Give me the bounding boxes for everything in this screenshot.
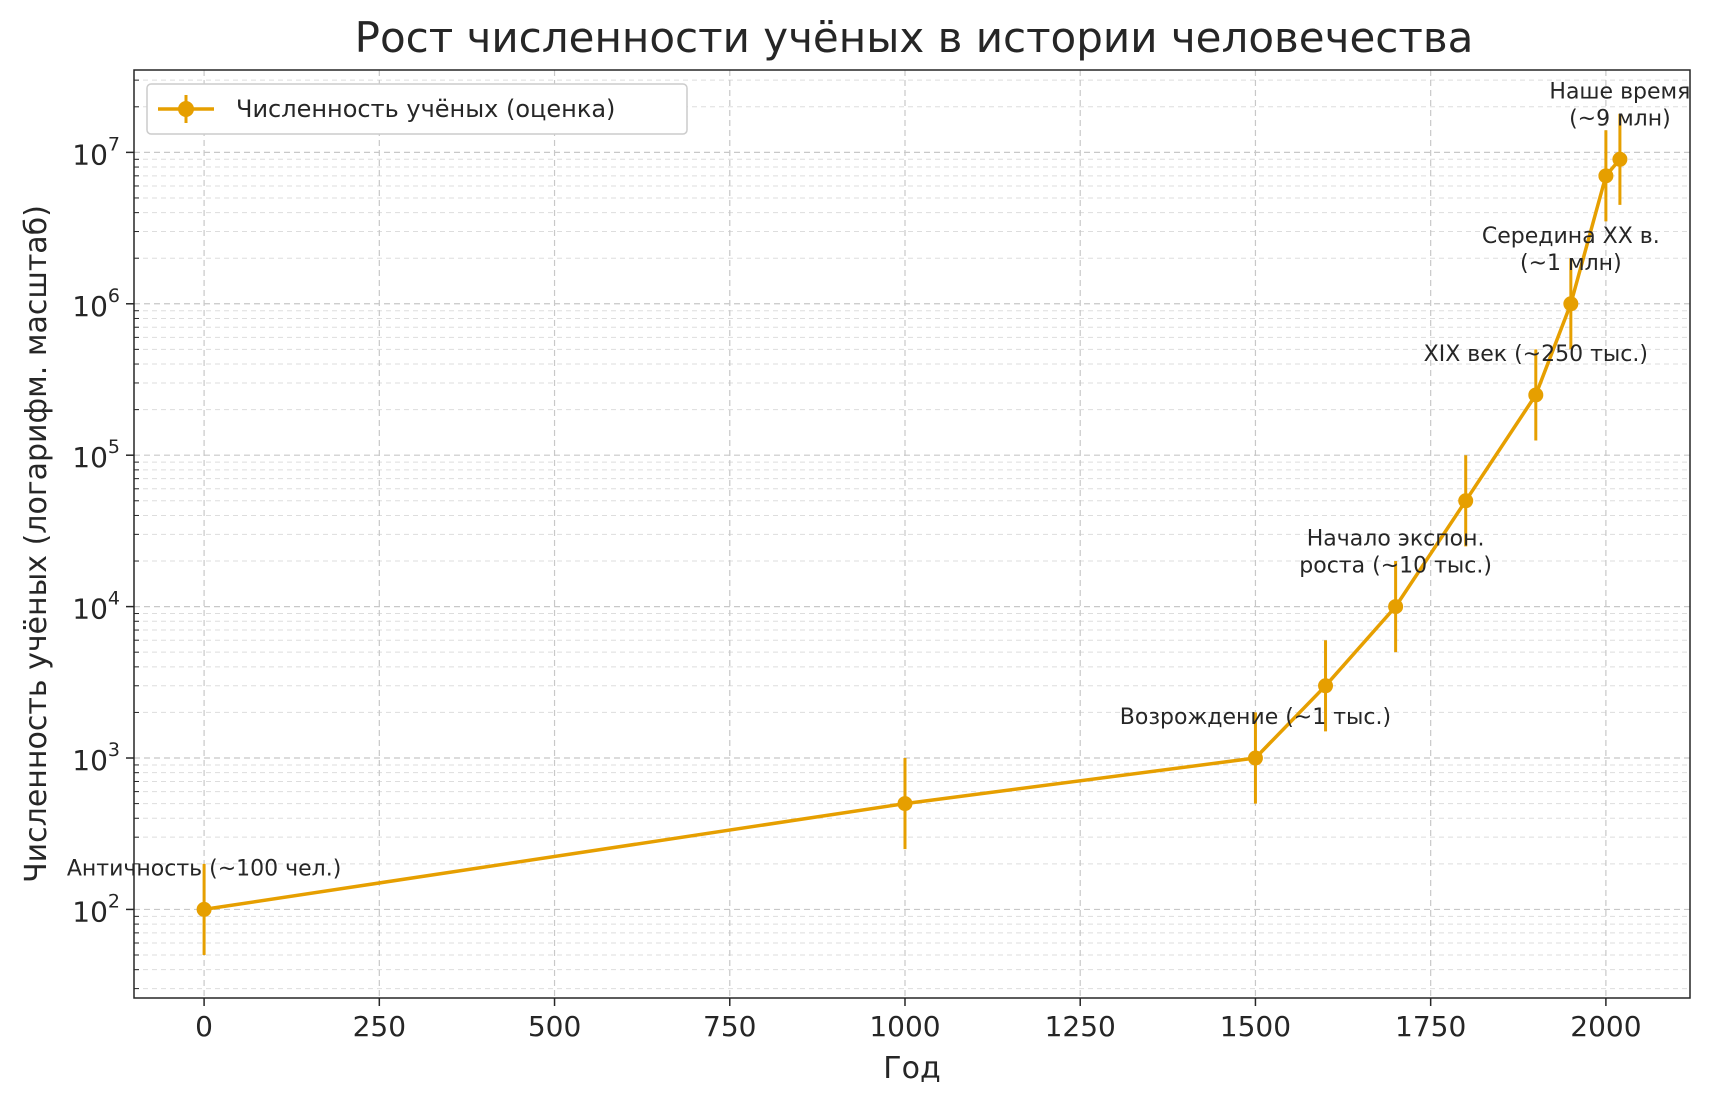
x-tick-label: 250 bbox=[353, 1010, 406, 1043]
y-tick-label: 106 bbox=[72, 285, 120, 323]
y-tick-label: 107 bbox=[72, 133, 120, 171]
x-tick-label: 1500 bbox=[1220, 1010, 1291, 1043]
data-point bbox=[1318, 678, 1334, 694]
series-lines bbox=[203, 158, 1622, 912]
annotation-label: Наше время (~9 млн) bbox=[1549, 79, 1690, 131]
data-point bbox=[897, 796, 913, 812]
x-axis-ticks: 0 250 500 750 1000 1250 1500 1750 2000 bbox=[195, 998, 1642, 1043]
x-tick-label: 1750 bbox=[1395, 1010, 1466, 1043]
data-point bbox=[1612, 151, 1628, 167]
y-tick-label: 103 bbox=[72, 739, 120, 777]
data-point bbox=[1458, 493, 1474, 509]
y-tick-label: 104 bbox=[72, 588, 120, 626]
data-point bbox=[1598, 168, 1614, 184]
annotation-label: Возрождение (~1 тыс.) bbox=[1120, 705, 1391, 730]
legend-label: Численность учёных (оценка) bbox=[236, 95, 615, 123]
annotation-label: Античность (~100 чел.) bbox=[67, 856, 341, 881]
x-tick-label: 750 bbox=[703, 1010, 756, 1043]
y-tick-label: 102 bbox=[72, 890, 120, 928]
x-tick-label: 500 bbox=[528, 1010, 581, 1043]
legend-marker-swatch bbox=[178, 101, 194, 117]
annotation-label: Начало экспон. роста (~10 тыс.) bbox=[1299, 527, 1492, 579]
plot-frame bbox=[133, 69, 1691, 999]
x-axis-label: Год bbox=[883, 1051, 940, 1086]
legend-box bbox=[146, 83, 688, 135]
x-tick-label: 1000 bbox=[869, 1010, 940, 1043]
y-axis-label: Численность учёных (логарифм. масштаб) bbox=[19, 205, 54, 883]
annotation-label: Середина XX в. (~1 млн) bbox=[1482, 224, 1660, 276]
data-point bbox=[1247, 750, 1263, 766]
series-points bbox=[196, 151, 1628, 917]
grid bbox=[134, 70, 1690, 998]
x-tick-label: 0 bbox=[195, 1010, 213, 1043]
data-point bbox=[1528, 387, 1544, 403]
legend: Численность учёных (оценка) bbox=[146, 83, 688, 135]
chart-title: Рост численности учёных в истории челове… bbox=[355, 13, 1474, 62]
y-axis-ticks: 102 103 104 105 106 107 bbox=[72, 133, 134, 928]
data-point bbox=[1388, 599, 1404, 615]
data-point bbox=[196, 901, 212, 917]
x-tick-label: 2000 bbox=[1570, 1010, 1641, 1043]
annotation-label: XIX век (~250 тыс.) bbox=[1424, 342, 1648, 367]
annotations: Античность (~100 чел.) Возрождение (~1 ты… bbox=[67, 79, 1691, 881]
x-tick-label: 1250 bbox=[1045, 1010, 1116, 1043]
y-tick-label: 105 bbox=[72, 436, 120, 474]
series-line bbox=[203, 158, 1622, 912]
data-point bbox=[1563, 296, 1579, 312]
